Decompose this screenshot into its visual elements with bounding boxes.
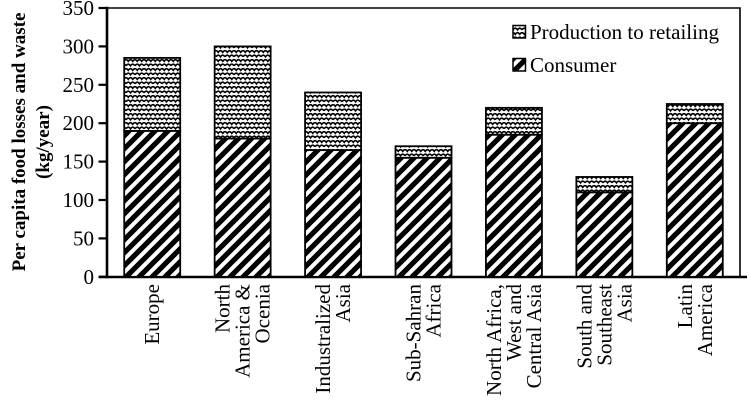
x-category-label-line: Industralized bbox=[311, 284, 335, 394]
y-tick-label: 350 bbox=[63, 0, 95, 20]
legend-swatch-consumer-hatch-icon bbox=[512, 57, 527, 72]
y-tick-label: 50 bbox=[73, 226, 94, 250]
x-category-label-line: South and bbox=[572, 284, 596, 369]
x-category-label-line: West and bbox=[502, 284, 526, 362]
bar-segment-hatch bbox=[485, 133, 543, 278]
bar-segment-hatch bbox=[304, 149, 362, 278]
legend-label-production: Production to retailing bbox=[530, 20, 719, 44]
y-tick-label: 250 bbox=[63, 73, 95, 97]
bar-segment-hatch bbox=[123, 129, 182, 278]
y-tick-label: 0 bbox=[84, 265, 95, 289]
bar-segment-hatch bbox=[575, 191, 634, 278]
x-category-label-line: Southeast bbox=[592, 284, 616, 366]
x-category-label-line: America & bbox=[231, 284, 255, 378]
y-axis-title-line2: (kg/year) bbox=[33, 105, 54, 179]
y-tick-label: 200 bbox=[63, 111, 95, 135]
x-category-label-line: America bbox=[693, 283, 717, 356]
plot-border bbox=[106, 7, 741, 277]
y-ticks bbox=[98, 6, 107, 278]
bar-segment-waves bbox=[575, 176, 634, 194]
x-category-label-line: Sub-Sahran bbox=[402, 284, 426, 382]
x-category-label-line: Africa bbox=[422, 283, 446, 337]
y-tick-label: 150 bbox=[63, 150, 95, 174]
legend-swatch-production-waves-icon bbox=[512, 24, 527, 39]
bar-segment-waves bbox=[665, 103, 724, 125]
bar-segment-hatch bbox=[213, 137, 272, 278]
y-tick-label: 300 bbox=[63, 34, 95, 58]
x-category-label-line: Ocenia bbox=[251, 283, 275, 343]
bar-segment-waves bbox=[213, 45, 272, 140]
bars bbox=[123, 45, 724, 278]
legend-label-consumer: Consumer bbox=[530, 53, 616, 77]
x-category-label-line: Central Asia bbox=[522, 283, 546, 388]
x-category-label-line: North bbox=[211, 284, 235, 333]
bar-segment-hatch bbox=[665, 122, 724, 278]
y-axis-title: Per capita food losses and waste (kg/yea… bbox=[9, 13, 54, 272]
bar-segment-waves bbox=[485, 106, 543, 136]
x-category-label-line: Asia bbox=[612, 283, 636, 322]
x-category-label-line: Asia bbox=[331, 283, 355, 322]
y-axis-title-line1: Per capita food losses and waste bbox=[9, 13, 30, 272]
x-category-label-line: Latin bbox=[673, 284, 697, 329]
x-category-label-line: Europe bbox=[140, 284, 164, 345]
bar-segment-waves bbox=[123, 57, 182, 132]
legend: Production to retailing Consumer bbox=[512, 20, 719, 77]
y-tick-label: 100 bbox=[63, 188, 95, 212]
bar-segment-waves bbox=[394, 145, 453, 159]
bar-segment-waves bbox=[304, 91, 362, 151]
bar-segment-hatch bbox=[394, 156, 453, 278]
x-category-label-line: North Africa, bbox=[482, 284, 506, 396]
y-tick-labels: 0 50 100 150 200 250 300 350 bbox=[63, 0, 95, 289]
